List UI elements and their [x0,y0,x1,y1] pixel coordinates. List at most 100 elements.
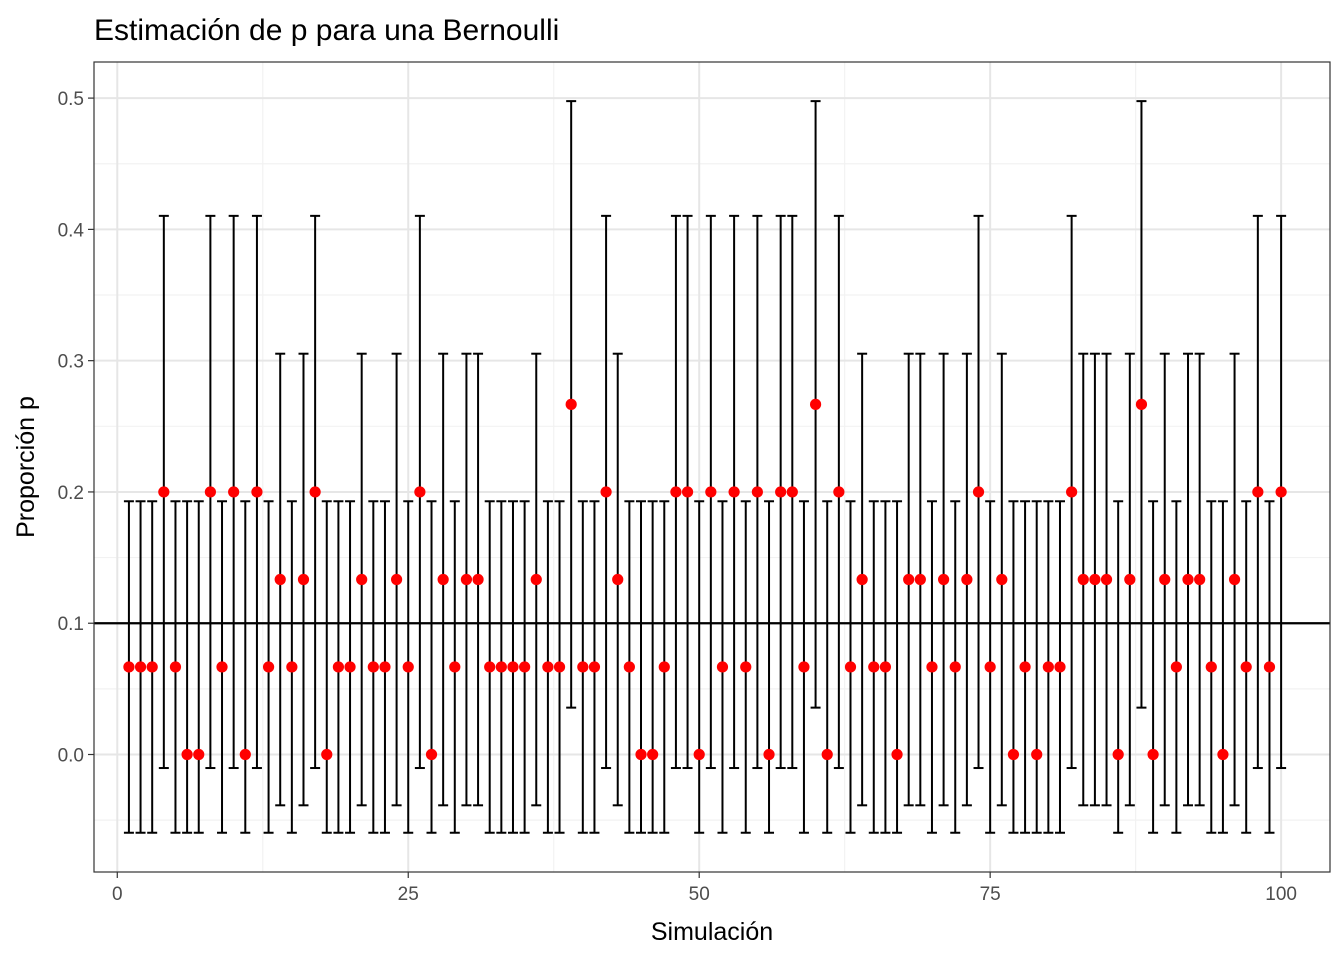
data-point [274,573,286,586]
errorbar [1148,500,1159,834]
data-point [228,486,240,498]
data-point [844,661,857,673]
y-tick-label: 0.5 [58,89,84,110]
errorbar [321,500,332,834]
data-point [379,661,391,673]
plot-border [93,61,1331,873]
data-point [460,573,473,586]
errorbar [764,500,775,834]
data-point [751,486,763,498]
data-point [961,573,973,586]
data-point [740,661,752,673]
data-point [1228,573,1241,586]
errorbar [636,500,647,834]
data-point [367,661,379,673]
data-point [635,748,647,761]
data-point [786,486,798,498]
data-point [647,748,659,761]
data-point [286,661,298,673]
errorbar [1008,500,1019,834]
data-point [449,661,461,673]
data-point [425,748,438,761]
data-point [1147,748,1159,761]
data-point [891,748,903,761]
data-point [158,486,170,498]
data-point [1042,661,1054,673]
data-point [693,748,705,761]
data-point [1054,661,1066,673]
data-point [926,661,938,673]
data-point [390,573,403,586]
data-point [1135,398,1148,410]
chart-title: Estimación de p para una Bernoulli [94,14,559,47]
data-point [1112,748,1124,761]
data-point [996,573,1008,586]
data-point [169,661,182,673]
data-point [903,573,915,586]
data-point [670,486,682,498]
data-point [251,486,263,498]
errorbar [182,500,193,834]
data-point [472,573,484,586]
data-point [262,661,275,673]
x-tick-label: 75 [980,884,1001,905]
data-point [507,661,519,673]
errorbar [892,500,903,834]
data-point [728,486,740,498]
data-point [123,661,135,673]
data-point [297,573,310,586]
data-point [949,661,961,673]
x-tick-label: 0 [112,884,123,905]
data-point [705,486,717,498]
data-point [1217,748,1229,761]
data-point [1170,661,1182,673]
data-point [972,486,985,498]
data-point [821,748,833,761]
data-point [1089,573,1101,586]
data-point [868,661,880,673]
y-tick-label: 0.3 [58,352,84,373]
data-point [239,748,251,761]
data-point [658,661,670,673]
y-tick-label: 0.0 [58,746,84,767]
data-point [914,573,926,586]
data-point [321,748,333,761]
y-axis-title: Proporción p [12,396,40,538]
data-point [1182,573,1194,586]
y-tick-label: 0.2 [58,483,84,504]
errorbar [240,500,251,834]
data-point [681,486,694,498]
data-point [1263,661,1276,673]
data-point [577,661,589,673]
data-point [938,573,950,586]
data-point [879,661,892,673]
data-point [1066,486,1078,498]
x-axis: 0 25 50 75 100 [112,872,1297,905]
data-point [553,661,566,673]
errorbar [822,500,833,834]
data-point [1100,573,1113,586]
data-point [1194,573,1206,586]
errorbar [694,500,705,834]
x-tick-label: 100 [1265,884,1297,905]
y-axis: 0.0 0.1 0.2 0.3 0.4 0.5 [58,89,94,767]
data-point [402,661,414,673]
data-point [763,748,775,761]
data-point [204,486,216,498]
errorbar [1113,500,1124,834]
data-point [1252,486,1264,498]
data-point [1007,748,1020,761]
data-point [530,573,542,586]
x-tick-label: 25 [398,884,419,905]
data-point [565,398,577,410]
data-point [1031,748,1043,761]
data-point [1205,661,1217,673]
plot-background [94,62,1330,872]
data-point [484,661,496,673]
data-point [519,661,531,673]
data-point [1124,573,1136,586]
x-axis-title: Simulación [651,918,773,946]
data-point [1019,661,1031,673]
data-point [716,661,729,673]
